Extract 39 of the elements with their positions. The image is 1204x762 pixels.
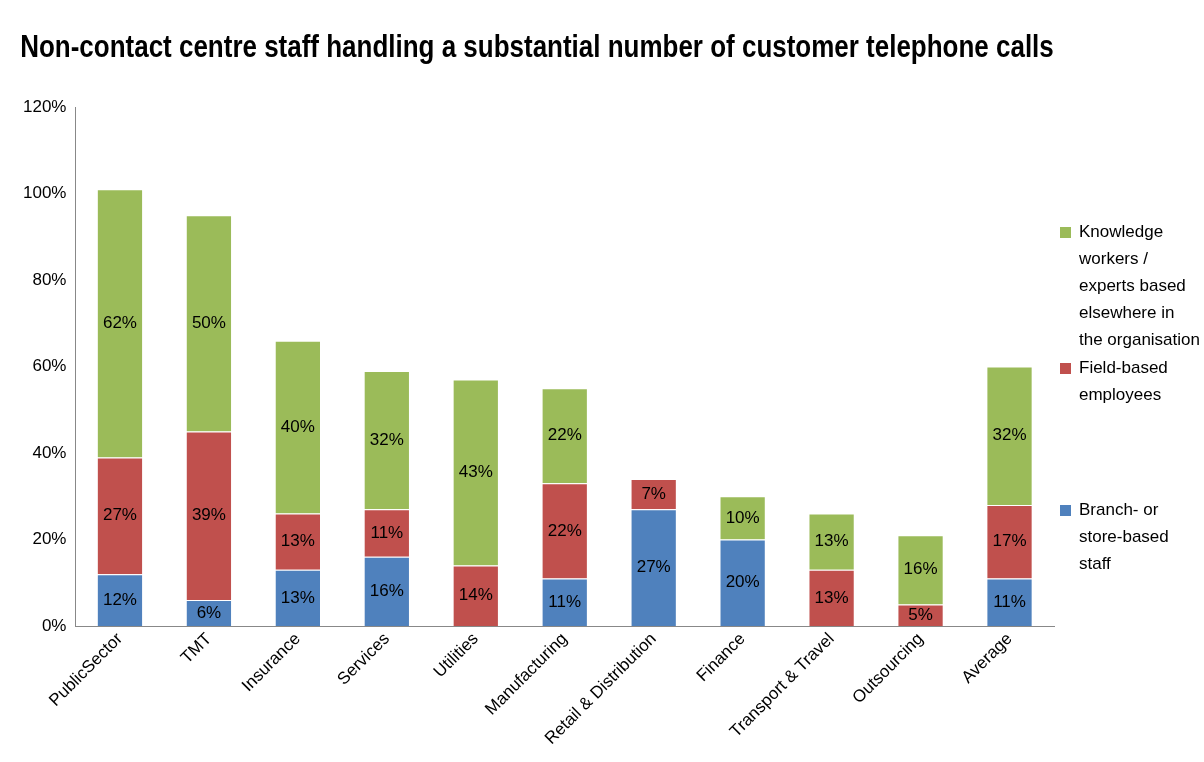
y-tick-label: 120%: [23, 96, 67, 116]
data-label: 13%: [280, 587, 315, 607]
data-label: 14%: [458, 585, 493, 605]
data-label: 32%: [369, 429, 404, 449]
y-tick-label: 20%: [32, 529, 67, 549]
legend-label: Knowledge workers / experts based elsewhere in the organisation: [1079, 221, 1200, 351]
y-tick-label: 100%: [23, 183, 67, 203]
y-tick-label: 40%: [32, 442, 67, 462]
y-tick-label: 60%: [32, 356, 67, 376]
data-label: 13%: [814, 587, 849, 607]
data-label: 11%: [370, 522, 404, 542]
data-label: 7%: [641, 483, 666, 503]
data-label: 13%: [814, 531, 849, 551]
data-label: 12%: [102, 589, 137, 609]
data-label: 11%: [548, 591, 582, 611]
data-label: 62%: [102, 313, 137, 333]
data-label: 27%: [102, 505, 137, 525]
data-label: 40%: [280, 416, 315, 436]
data-label: 16%: [369, 581, 404, 601]
y-tick-label: 0%: [41, 615, 67, 635]
data-label: 32%: [992, 425, 1027, 445]
legend-label: Branch- or store-based staff: [1079, 499, 1170, 575]
data-label: 13%: [280, 531, 315, 551]
data-label: 16%: [903, 559, 938, 579]
data-label: 27%: [636, 557, 671, 577]
data-label: 43%: [458, 462, 493, 482]
data-label: 6%: [196, 602, 222, 622]
y-tick-label: 80%: [32, 269, 67, 289]
data-label: 22%: [547, 425, 582, 445]
data-label: 50%: [191, 313, 226, 333]
legend-label: Field-based employees: [1079, 357, 1169, 406]
data-label: 17%: [992, 531, 1027, 551]
data-label: 10%: [725, 507, 760, 527]
data-label: 5%: [908, 604, 933, 624]
data-label: 20%: [725, 572, 760, 592]
data-label: 39%: [191, 505, 226, 525]
chart-title: Non-contact centre staff handling a substantial number of customer telephone calls: [20, 28, 1054, 64]
data-label: 11%: [993, 591, 1026, 611]
data-label: 22%: [547, 520, 582, 540]
